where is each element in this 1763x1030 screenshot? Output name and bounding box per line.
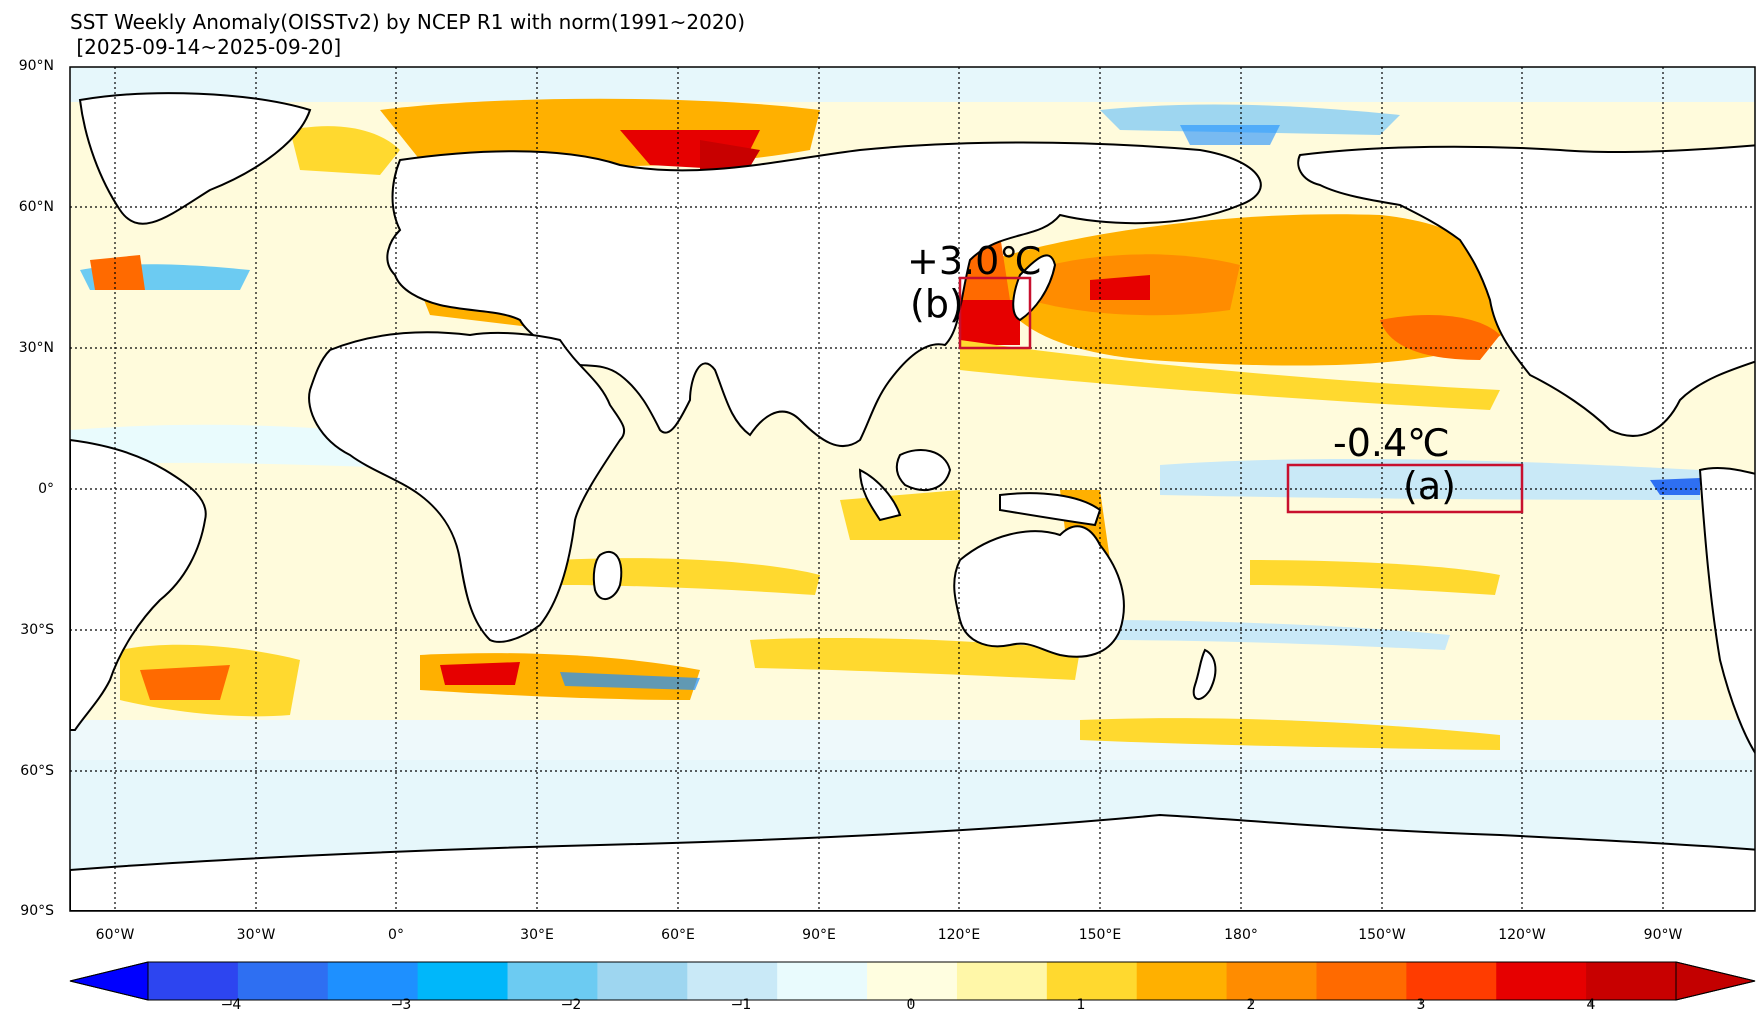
colorbar-segment	[867, 962, 958, 1000]
region-b-tag: (b)	[910, 282, 964, 326]
region-box-a	[1286, 463, 1524, 514]
colorbar-segment	[956, 962, 1048, 1000]
continents	[70, 92, 1755, 911]
colorbar-segment	[148, 962, 239, 1000]
greenland-shape	[78, 92, 312, 225]
south-america-west-shape	[1698, 466, 1755, 755]
lon-label-30e: 30°E	[520, 927, 554, 943]
africa-shape	[308, 331, 626, 643]
figure-title-line2: [2025-09-14~2025-09-20]	[76, 35, 342, 59]
lon-label-30w: 30°W	[236, 927, 276, 943]
lon-label-60e: 60°E	[661, 927, 695, 943]
colorbar-outline	[69, 961, 1756, 1001]
map-frame	[69, 66, 1756, 912]
new-guinea-shape	[999, 492, 1102, 527]
colorbar-segment	[327, 962, 419, 1000]
colorbar-segment	[687, 962, 778, 1000]
colorbar-segment	[1496, 962, 1587, 1000]
lat-label-90s: 90°S	[20, 903, 54, 919]
lat-label-90n: 90°N	[18, 58, 54, 74]
figure-title-line1: SST Weekly Anomaly(OISSTv2) by NCEP R1 w…	[70, 10, 746, 34]
sumatra-shape	[858, 468, 902, 522]
antarctica-shape	[70, 813, 1755, 911]
borneo-shape	[895, 449, 952, 491]
lat-label-0: 0°	[38, 481, 54, 497]
colorbar-segment	[1046, 962, 1138, 1000]
region-a-anomaly-value: -0.4℃	[1333, 421, 1450, 465]
lon-label-180: 180°	[1224, 927, 1258, 943]
colorbar-tick: 4	[1586, 997, 1596, 1013]
lon-label-90w: 90°W	[1643, 927, 1683, 943]
lat-label-30s: 30°S	[20, 622, 54, 638]
colorbar-tick: 3	[1416, 997, 1426, 1013]
lon-label-120w: 120°W	[1498, 927, 1546, 943]
colorbar-tick: −4	[220, 997, 242, 1013]
gridlines	[70, 67, 1755, 911]
japan-shape	[1012, 254, 1057, 322]
region-b-anomaly-value: +3.0℃	[907, 239, 1042, 283]
colorbar-segment	[1406, 962, 1497, 1000]
colorbar-tick: 0	[906, 997, 916, 1013]
colorbar-segment	[237, 962, 329, 1000]
colorbar-segment	[1136, 962, 1228, 1000]
region-a-tag: (a)	[1403, 464, 1456, 508]
colorbar-tick: −1	[730, 997, 752, 1013]
colorbar-segment	[777, 962, 868, 1000]
colorbar-segment	[507, 962, 598, 1000]
lon-label-60w: 60°W	[95, 927, 135, 943]
colorbar-segment	[597, 962, 688, 1000]
madagascar-shape	[592, 550, 623, 600]
colorbar-tick: −2	[560, 997, 582, 1013]
colorbar-segment	[1586, 962, 1677, 1000]
lon-label-150w: 150°W	[1358, 927, 1406, 943]
lat-label-60s: 60°S	[20, 763, 54, 779]
lat-label-30n: 30°N	[18, 340, 54, 356]
colorbar	[69, 961, 1756, 1005]
lon-label-90e: 90°E	[802, 927, 836, 943]
australia-shape	[953, 525, 1125, 658]
region-box-b	[958, 276, 1032, 350]
eurasia-shape	[386, 141, 1262, 447]
colorbar-tick: 1	[1076, 997, 1086, 1013]
lon-label-150e: 150°E	[1078, 927, 1122, 943]
north-america-shape	[1297, 144, 1755, 437]
colorbar-extend-low	[69, 961, 149, 1001]
colorbar-tick: 2	[1246, 997, 1256, 1013]
colorbar-segment	[1316, 962, 1407, 1000]
new-zealand-shape	[1192, 648, 1217, 700]
colorbar-extend-high	[1675, 961, 1756, 1001]
lon-label-0: 0°	[388, 927, 404, 943]
colorbar-tick: −3	[390, 997, 412, 1013]
south-america-shape	[70, 438, 207, 731]
lat-label-60n: 60°N	[18, 199, 54, 215]
lon-label-120e: 120°E	[937, 927, 981, 943]
colorbar-segment	[417, 962, 509, 1000]
colorbar-segment	[1226, 962, 1317, 1000]
